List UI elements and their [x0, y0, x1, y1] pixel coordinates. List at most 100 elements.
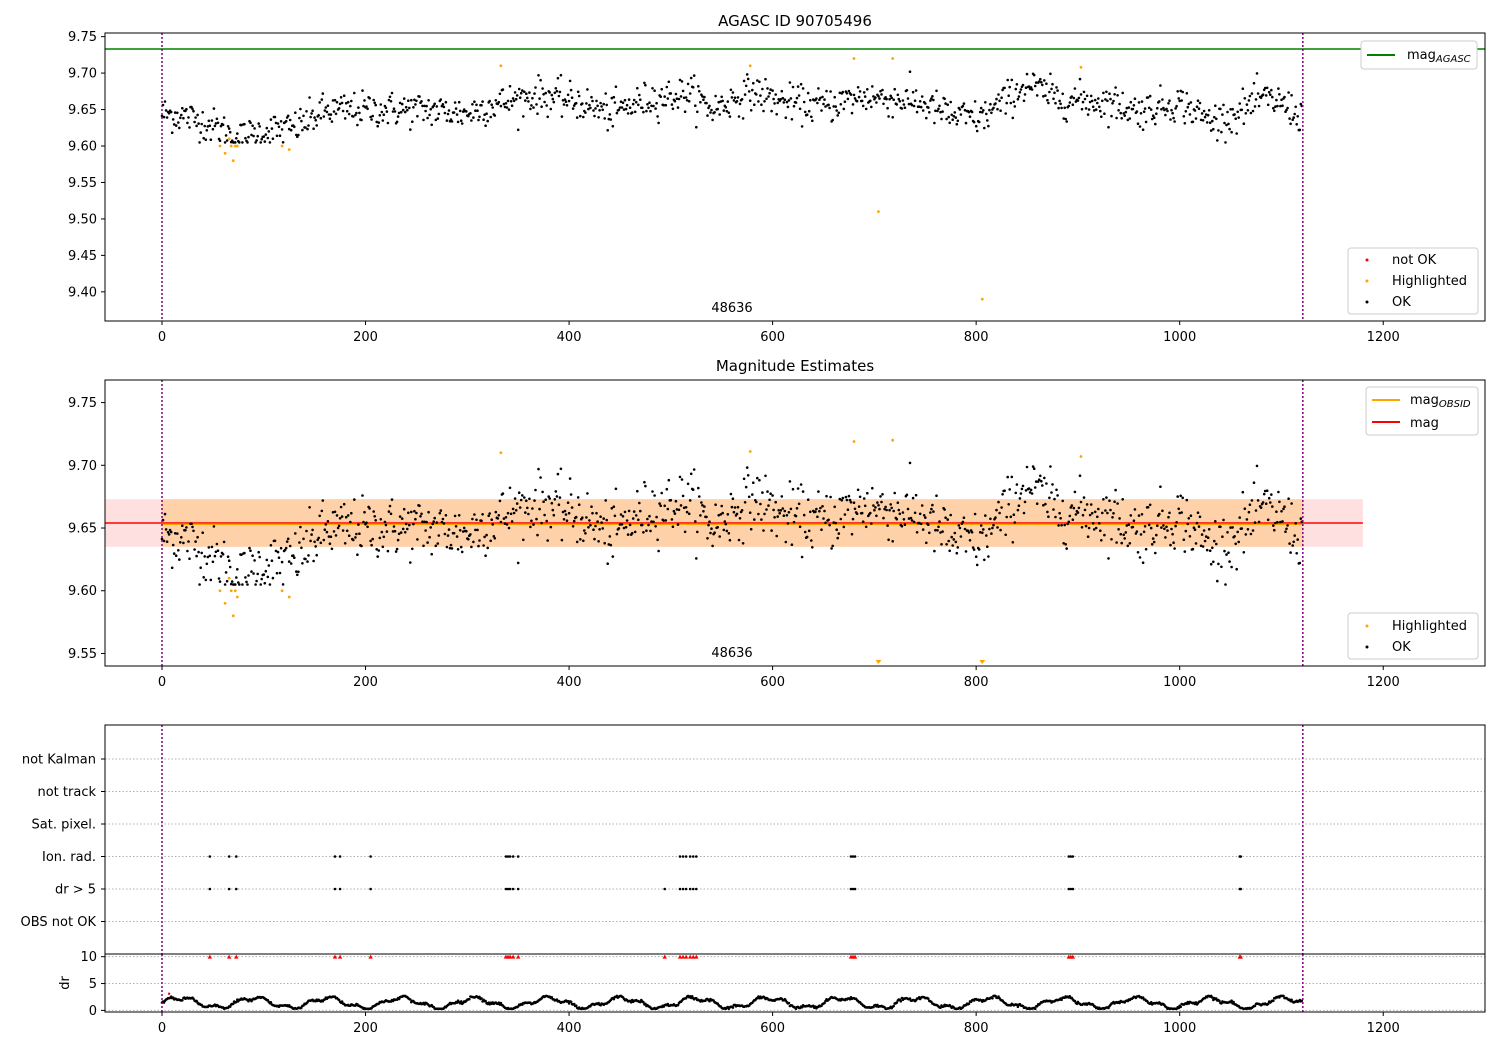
ok-point — [363, 99, 366, 102]
ok-point — [274, 549, 278, 553]
ok-point — [656, 115, 659, 118]
legend-label-mag-agasc: magAGASC — [1407, 48, 1471, 65]
ok-point — [1241, 87, 1245, 90]
ok-point — [849, 93, 853, 96]
ok-point — [785, 100, 789, 104]
ok-point — [1211, 546, 1214, 550]
ok-point — [1123, 114, 1126, 117]
ok-point — [886, 524, 889, 527]
ok-point — [430, 123, 434, 127]
ok-point — [852, 501, 856, 505]
ok-point — [494, 510, 498, 514]
ok-point — [753, 518, 756, 521]
ok-point — [702, 98, 705, 102]
ok-point — [306, 127, 309, 131]
ok-point — [489, 115, 493, 119]
ok-point — [326, 104, 330, 107]
ok-point — [747, 90, 751, 93]
ok-point — [207, 546, 211, 549]
ok-point — [564, 513, 568, 516]
ok-point — [184, 529, 187, 532]
ok-point — [959, 113, 963, 116]
ok-point — [1287, 497, 1290, 501]
ok-point — [527, 100, 530, 103]
ok-point — [418, 95, 421, 98]
ok-point — [330, 547, 334, 551]
ok-point — [428, 535, 431, 539]
x-tick-label: 0 — [158, 675, 166, 690]
ok-point — [1175, 521, 1178, 524]
x-tick-label: 200 — [353, 675, 378, 690]
ok-point — [318, 101, 322, 104]
dr-point — [908, 997, 912, 1000]
ok-point — [1229, 526, 1232, 529]
ok-point — [833, 505, 836, 509]
flag-point — [504, 887, 508, 891]
ok-point — [1065, 547, 1068, 550]
ok-point — [514, 509, 518, 512]
ok-point — [422, 118, 425, 122]
ok-point — [660, 491, 663, 495]
ok-point — [978, 531, 982, 534]
ok-point — [309, 539, 312, 543]
ok-point — [1028, 491, 1032, 494]
ok-point — [401, 527, 405, 531]
ok-point — [1161, 98, 1164, 101]
ok-point — [1096, 101, 1099, 105]
ok-point — [1263, 489, 1267, 493]
ok-point — [885, 97, 888, 101]
ok-point — [1289, 551, 1292, 554]
ok-point — [1222, 518, 1225, 522]
ok-point — [1206, 536, 1210, 539]
ok-point — [972, 548, 976, 551]
ok-point — [552, 100, 556, 104]
ok-point — [1142, 110, 1146, 113]
dr-capped-marker — [507, 954, 513, 959]
ok-point — [680, 80, 684, 83]
ok-point — [602, 102, 605, 106]
ok-point — [483, 535, 486, 539]
ok-point — [1076, 99, 1080, 102]
ok-point — [560, 538, 564, 542]
ok-point — [1244, 112, 1248, 115]
ok-point — [320, 509, 324, 513]
ok-point — [396, 538, 400, 542]
ok-point — [445, 545, 449, 549]
ok-point — [1121, 91, 1124, 95]
ok-point — [1124, 531, 1128, 534]
ok-point — [603, 541, 606, 545]
ok-point — [1249, 532, 1253, 536]
ok-point — [1140, 513, 1144, 516]
ok-point — [820, 109, 823, 112]
ok-point — [434, 544, 438, 548]
ok-point — [1178, 511, 1181, 515]
ok-point — [527, 512, 530, 516]
ok-point — [809, 98, 812, 102]
ok-point — [761, 87, 764, 91]
ok-point — [483, 113, 486, 116]
ok-point — [513, 91, 517, 94]
ok-point — [222, 116, 226, 119]
ok-point — [738, 517, 742, 520]
ok-point — [518, 506, 522, 509]
ok-point — [1248, 94, 1252, 98]
ok-point — [356, 553, 359, 556]
ok-point — [1182, 538, 1186, 541]
ok-point — [964, 121, 968, 125]
ok-point — [1295, 123, 1298, 126]
ok-point — [301, 128, 304, 132]
ok-point — [407, 99, 410, 102]
ok-point — [1296, 538, 1299, 541]
ok-point — [561, 510, 565, 514]
ok-point — [957, 524, 961, 527]
ok-point — [1294, 105, 1297, 109]
ok-point — [1054, 515, 1057, 519]
ok-point — [842, 107, 846, 111]
ok-point — [855, 512, 859, 515]
ok-point — [374, 103, 378, 107]
ok-point — [539, 78, 542, 82]
ok-point — [256, 134, 260, 138]
panel2-annotation: 48636 — [711, 646, 752, 661]
ok-point — [845, 498, 849, 502]
ok-point — [204, 578, 208, 582]
